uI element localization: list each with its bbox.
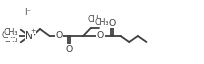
Text: O: O — [55, 31, 62, 41]
Text: CH₃: CH₃ — [4, 35, 18, 44]
Text: N: N — [25, 31, 33, 41]
Text: CH₃: CH₃ — [1, 31, 16, 41]
Text: CH₃: CH₃ — [94, 18, 109, 27]
Text: O: O — [65, 44, 72, 54]
Text: O: O — [108, 18, 115, 28]
Text: CH₃: CH₃ — [4, 28, 18, 37]
Text: I⁻: I⁻ — [23, 8, 31, 17]
Text: CH₃: CH₃ — [87, 15, 101, 24]
Text: +: + — [30, 28, 36, 34]
Text: O: O — [96, 31, 104, 41]
